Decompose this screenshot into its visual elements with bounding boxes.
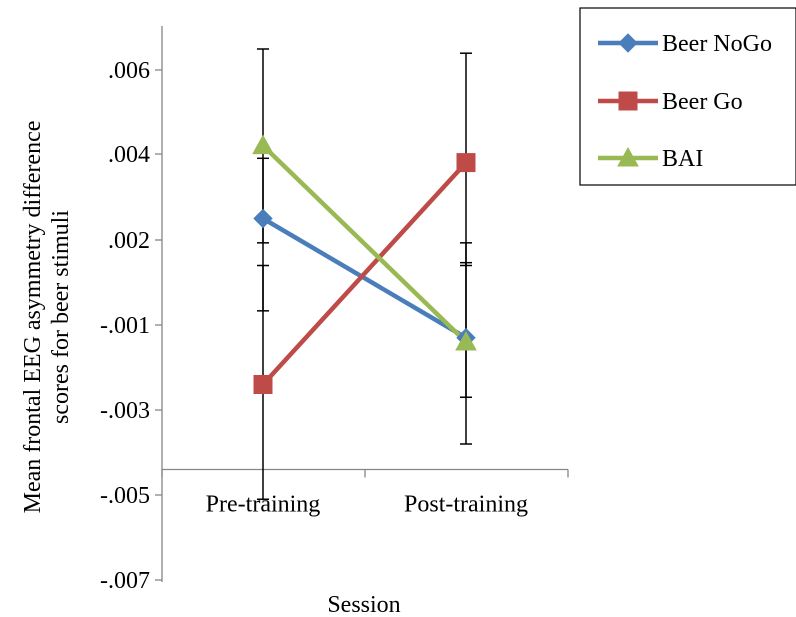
axes [161, 26, 569, 582]
y-axis-title: Mean frontal EEG asymmetry difference sc… [20, 121, 74, 514]
x-tick-label: Post-training [404, 492, 528, 518]
series-line-0 [261, 216, 468, 340]
series-lines [261, 143, 468, 387]
y-tick-label: -.005 [100, 483, 150, 509]
y-ticks: .006 .004 .002 -.001 -.003 -.005 -.007 [100, 58, 162, 594]
y-axis-title-line-2: scores for beer stimuli [48, 210, 74, 424]
series-markers [252, 134, 477, 394]
y-tick-label: -.003 [100, 398, 150, 424]
point-marker-square [618, 91, 638, 111]
x-axis-title: Session [327, 592, 400, 617]
y-tick-label: -.001 [100, 313, 150, 339]
legend-label: Beer Go [662, 89, 743, 115]
point-marker-square [456, 153, 476, 173]
point-marker-triangle [617, 146, 639, 167]
legend: Beer NoGo Beer Go BAI [579, 7, 796, 186]
legend-label: Beer NoGo [662, 31, 772, 57]
x-category-labels: Pre-training Post-training [206, 492, 528, 518]
series-line-2 [261, 143, 468, 344]
point-marker-square [253, 375, 273, 394]
legend-label: BAI [662, 146, 703, 172]
y-tick-label: .004 [108, 142, 150, 168]
y-tick-label: .002 [108, 228, 150, 254]
point-marker-triangle [455, 330, 477, 351]
point-marker-diamond [253, 208, 273, 229]
legend-box [579, 7, 796, 186]
y-tick-label: .006 [108, 58, 150, 84]
series-line-1 [261, 161, 468, 387]
y-axis-title-line-1: Mean frontal EEG asymmetry difference [20, 121, 46, 514]
y-tick-label: -.007 [100, 568, 150, 594]
x-tick-label: Pre-training [206, 492, 321, 518]
point-marker-diamond [618, 33, 638, 53]
point-marker-triangle [252, 134, 274, 155]
